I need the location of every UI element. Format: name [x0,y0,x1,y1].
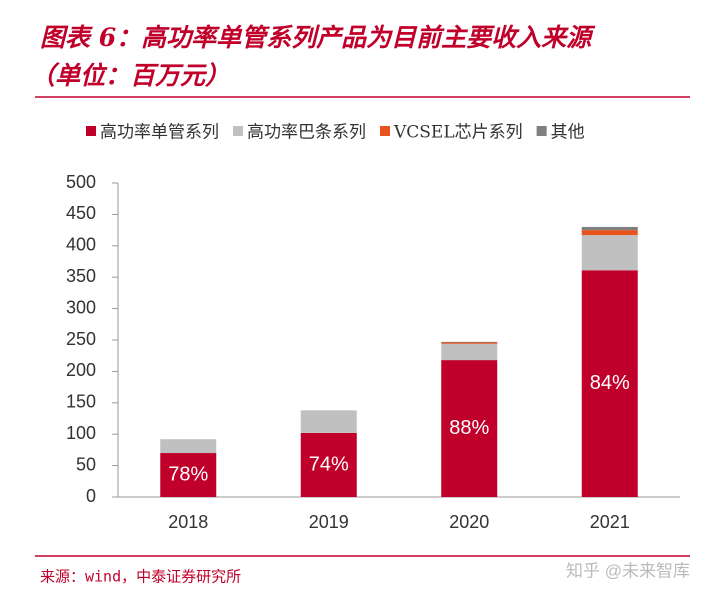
bar-segment [441,341,498,343]
share-label: 88% [449,417,489,439]
y-tick-label: 300 [66,297,96,317]
x-tick-label: 2019 [309,512,349,532]
legend-swatch [380,126,390,136]
legend-swatch [536,126,547,136]
bar-segment [441,342,498,344]
y-tick-label: 50 [76,454,96,474]
bar-segment [160,453,217,497]
y-tick-label: 400 [66,235,96,255]
share-label: 84% [590,372,630,394]
bar-segment [581,270,638,497]
chart-unit: （单位：百万元） [30,61,231,90]
legend-swatch [86,126,96,136]
bar-segment [581,230,638,236]
x-tick-label: 2021 [590,512,630,532]
watermark: 知乎 @未来智库 [566,561,690,580]
bar-segment [581,235,638,271]
share-label: 78% [168,463,208,485]
share-label: 74% [309,453,349,475]
chart-title: 图表 6：高功率单管系列产品为目前主要收入来源 [40,23,592,52]
y-tick-label: 350 [66,266,96,286]
y-tick-label: 200 [66,360,96,380]
y-tick-label: 150 [66,392,96,412]
legend-label: 高功率单管系列 [100,123,219,143]
bar-segment [300,432,357,497]
bar-segment [441,343,498,361]
legend-swatch [233,126,243,136]
y-tick-label: 450 [66,203,96,223]
y-tick-label: 0 [86,486,96,506]
bar-segment [160,439,217,454]
legend-label: VCSEL芯片系列 [393,123,523,143]
source: 来源：wind，中泰证券研究所 [40,568,241,586]
y-tick-label: 250 [66,329,96,349]
bar-segment [300,410,357,433]
y-tick-label: 100 [66,423,96,443]
bar-segment [581,226,638,231]
y-tick-label: 500 [66,172,96,192]
bar-segment [441,360,498,497]
legend-label: 其他 [551,123,585,143]
legend-label: 高功率巴条系列 [247,123,366,143]
x-tick-label: 2018 [168,512,208,532]
x-tick-label: 2020 [449,512,489,532]
